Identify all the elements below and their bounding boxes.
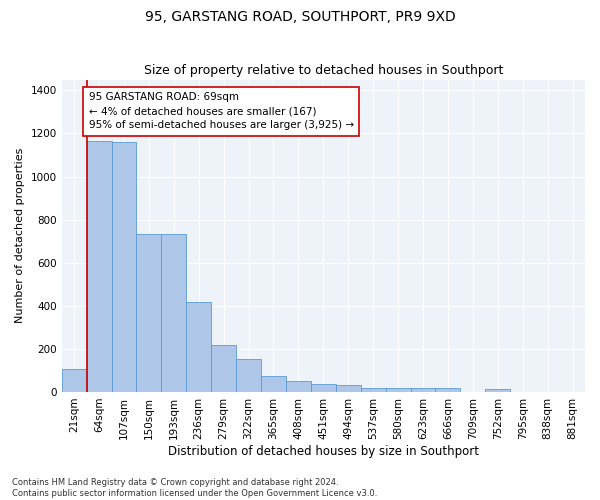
Bar [436,388,460,392]
Bar [485,388,510,392]
Text: 95, GARSTANG ROAD, SOUTHPORT, PR9 9XD: 95, GARSTANG ROAD, SOUTHPORT, PR9 9XD [145,10,455,24]
Bar [261,376,286,392]
Bar [311,384,336,392]
Bar [236,359,261,392]
Text: 95 GARSTANG ROAD: 69sqm
← 4% of detached houses are smaller (167)
95% of semi-de: 95 GARSTANG ROAD: 69sqm ← 4% of detached… [89,92,354,130]
Bar [86,142,112,392]
Y-axis label: Number of detached properties: Number of detached properties [15,148,25,324]
Bar [410,388,436,392]
Bar [361,388,386,392]
Title: Size of property relative to detached houses in Southport: Size of property relative to detached ho… [143,64,503,77]
Bar [62,369,86,392]
X-axis label: Distribution of detached houses by size in Southport: Distribution of detached houses by size … [168,444,479,458]
Bar [112,142,136,392]
Bar [186,302,211,392]
Bar [161,234,186,392]
Bar [211,345,236,392]
Text: Contains HM Land Registry data © Crown copyright and database right 2024.
Contai: Contains HM Land Registry data © Crown c… [12,478,377,498]
Bar [336,385,361,392]
Bar [136,234,161,392]
Bar [386,388,410,392]
Bar [286,381,311,392]
